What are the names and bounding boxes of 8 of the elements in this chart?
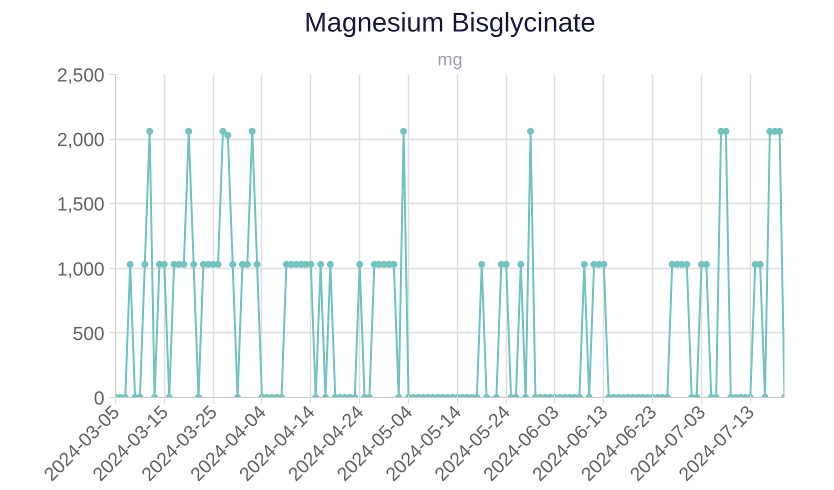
chart-title: Magnesium Bisglycinate	[304, 8, 596, 38]
chart-subtitle: mg	[438, 50, 463, 70]
y-tick-label: 1,500	[56, 194, 104, 216]
y-tick-label: 0	[94, 388, 105, 410]
y-tick-label: 2,500	[56, 66, 104, 86]
y-tick-label: 1,000	[56, 259, 104, 280]
y-tick-label: 2,000	[56, 130, 104, 152]
y-tick-label: 500	[72, 324, 104, 345]
